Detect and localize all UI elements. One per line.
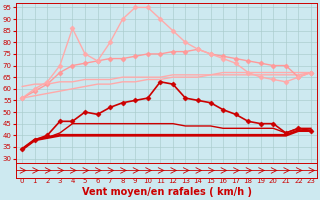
X-axis label: Vent moyen/en rafales ( km/h ): Vent moyen/en rafales ( km/h ) — [82, 187, 252, 197]
